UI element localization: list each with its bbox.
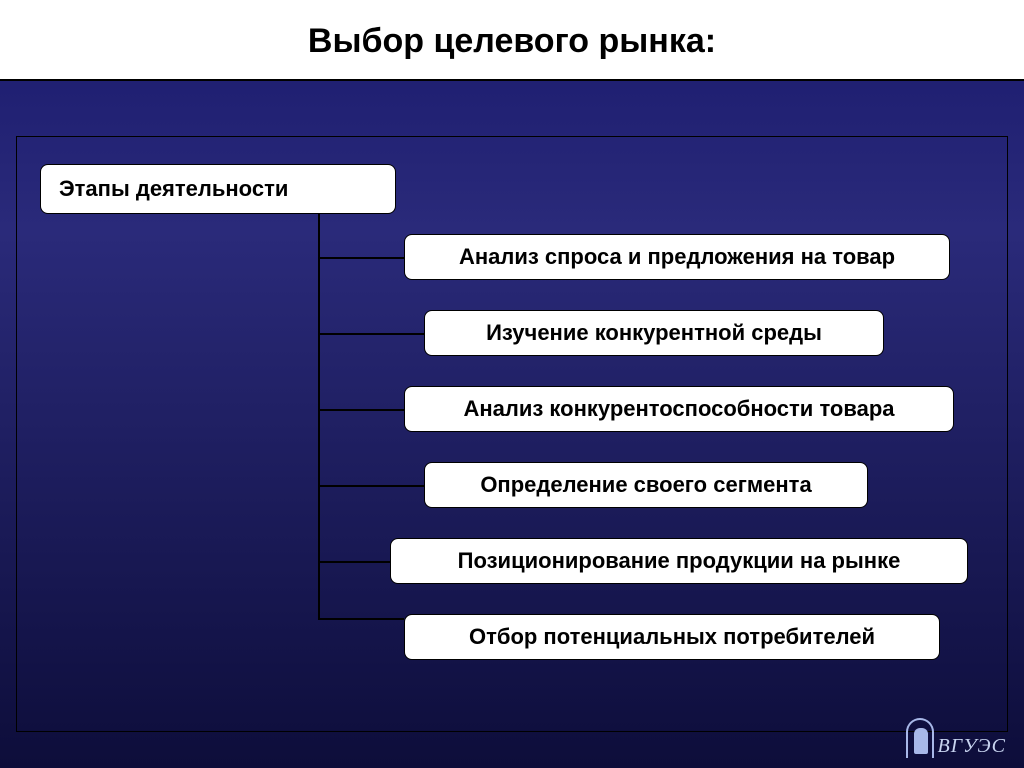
child-node-0: Анализ спроса и предложения на товар: [404, 234, 950, 280]
child-label-3: Определение своего сегмента: [480, 472, 811, 498]
child-label-4: Позиционирование продукции на рынке: [458, 548, 901, 574]
child-label-1: Изучение конкурентной среды: [486, 320, 822, 346]
root-label: Этапы деятельности: [59, 176, 288, 202]
child-label-5: Отбор потенциальных потребителей: [469, 624, 875, 650]
branch-line-1: [318, 333, 424, 335]
footer-logo: ВГУЭС: [906, 718, 1007, 758]
branch-line-5: [318, 618, 404, 620]
title-bar: Выбор целевого рынка:: [0, 0, 1024, 81]
child-node-3: Определение своего сегмента: [424, 462, 868, 508]
footer-logo-text: ВГУЭС: [938, 735, 1007, 758]
branch-line-3: [318, 485, 424, 487]
child-node-1: Изучение конкурентной среды: [424, 310, 884, 356]
branch-line-2: [318, 409, 404, 411]
child-node-4: Позиционирование продукции на рынке: [390, 538, 968, 584]
branch-line-4: [318, 561, 390, 563]
branch-line-0: [318, 257, 404, 259]
root-node: Этапы деятельности: [40, 164, 396, 214]
child-label-0: Анализ спроса и предложения на товар: [459, 244, 895, 270]
child-label-2: Анализ конкурентоспособности товара: [463, 396, 894, 422]
logo-arch-icon: [906, 718, 934, 758]
child-node-2: Анализ конкурентоспособности товара: [404, 386, 954, 432]
child-node-5: Отбор потенциальных потребителей: [404, 614, 940, 660]
slide: Выбор целевого рынка: Этапы деятельности…: [0, 0, 1024, 768]
trunk-line: [318, 214, 320, 618]
slide-title: Выбор целевого рынка:: [0, 22, 1024, 61]
